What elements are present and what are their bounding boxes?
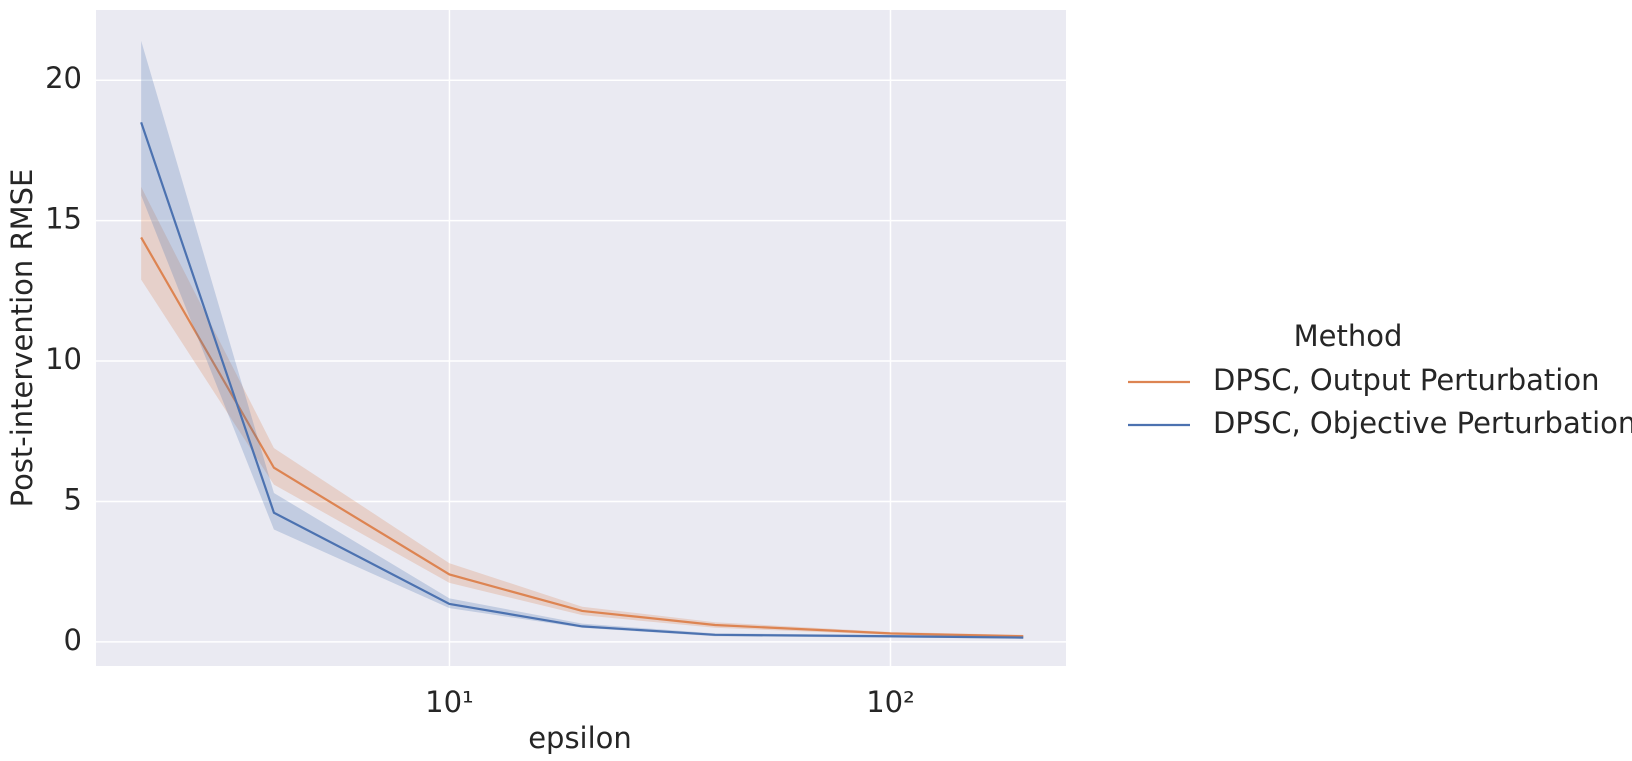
y-tick-label: 5 [64, 482, 82, 516]
y-tick-label: 10 [45, 342, 82, 376]
line [140, 236, 1024, 638]
x-tick-label: 10² [866, 685, 915, 719]
legend-title: Method [1294, 319, 1403, 353]
plot-background [96, 10, 1066, 666]
confidence-band [273, 448, 450, 583]
legend-label: DPSC, Output Perturbation [1213, 363, 1600, 397]
line [140, 121, 1024, 639]
y-tick-label: 15 [45, 202, 82, 236]
y-tick-label: 20 [45, 61, 82, 95]
y-axis-label: Post-intervention RMSE [5, 169, 39, 508]
y-tick-label: 0 [64, 623, 82, 657]
confidence-band [141, 40, 274, 530]
x-tick-label: 10¹ [425, 685, 474, 719]
legend-label: DPSC, Objective Perturbation [1213, 406, 1632, 440]
confidence-band [273, 493, 450, 609]
x-axis-label: epsilon [528, 721, 632, 755]
